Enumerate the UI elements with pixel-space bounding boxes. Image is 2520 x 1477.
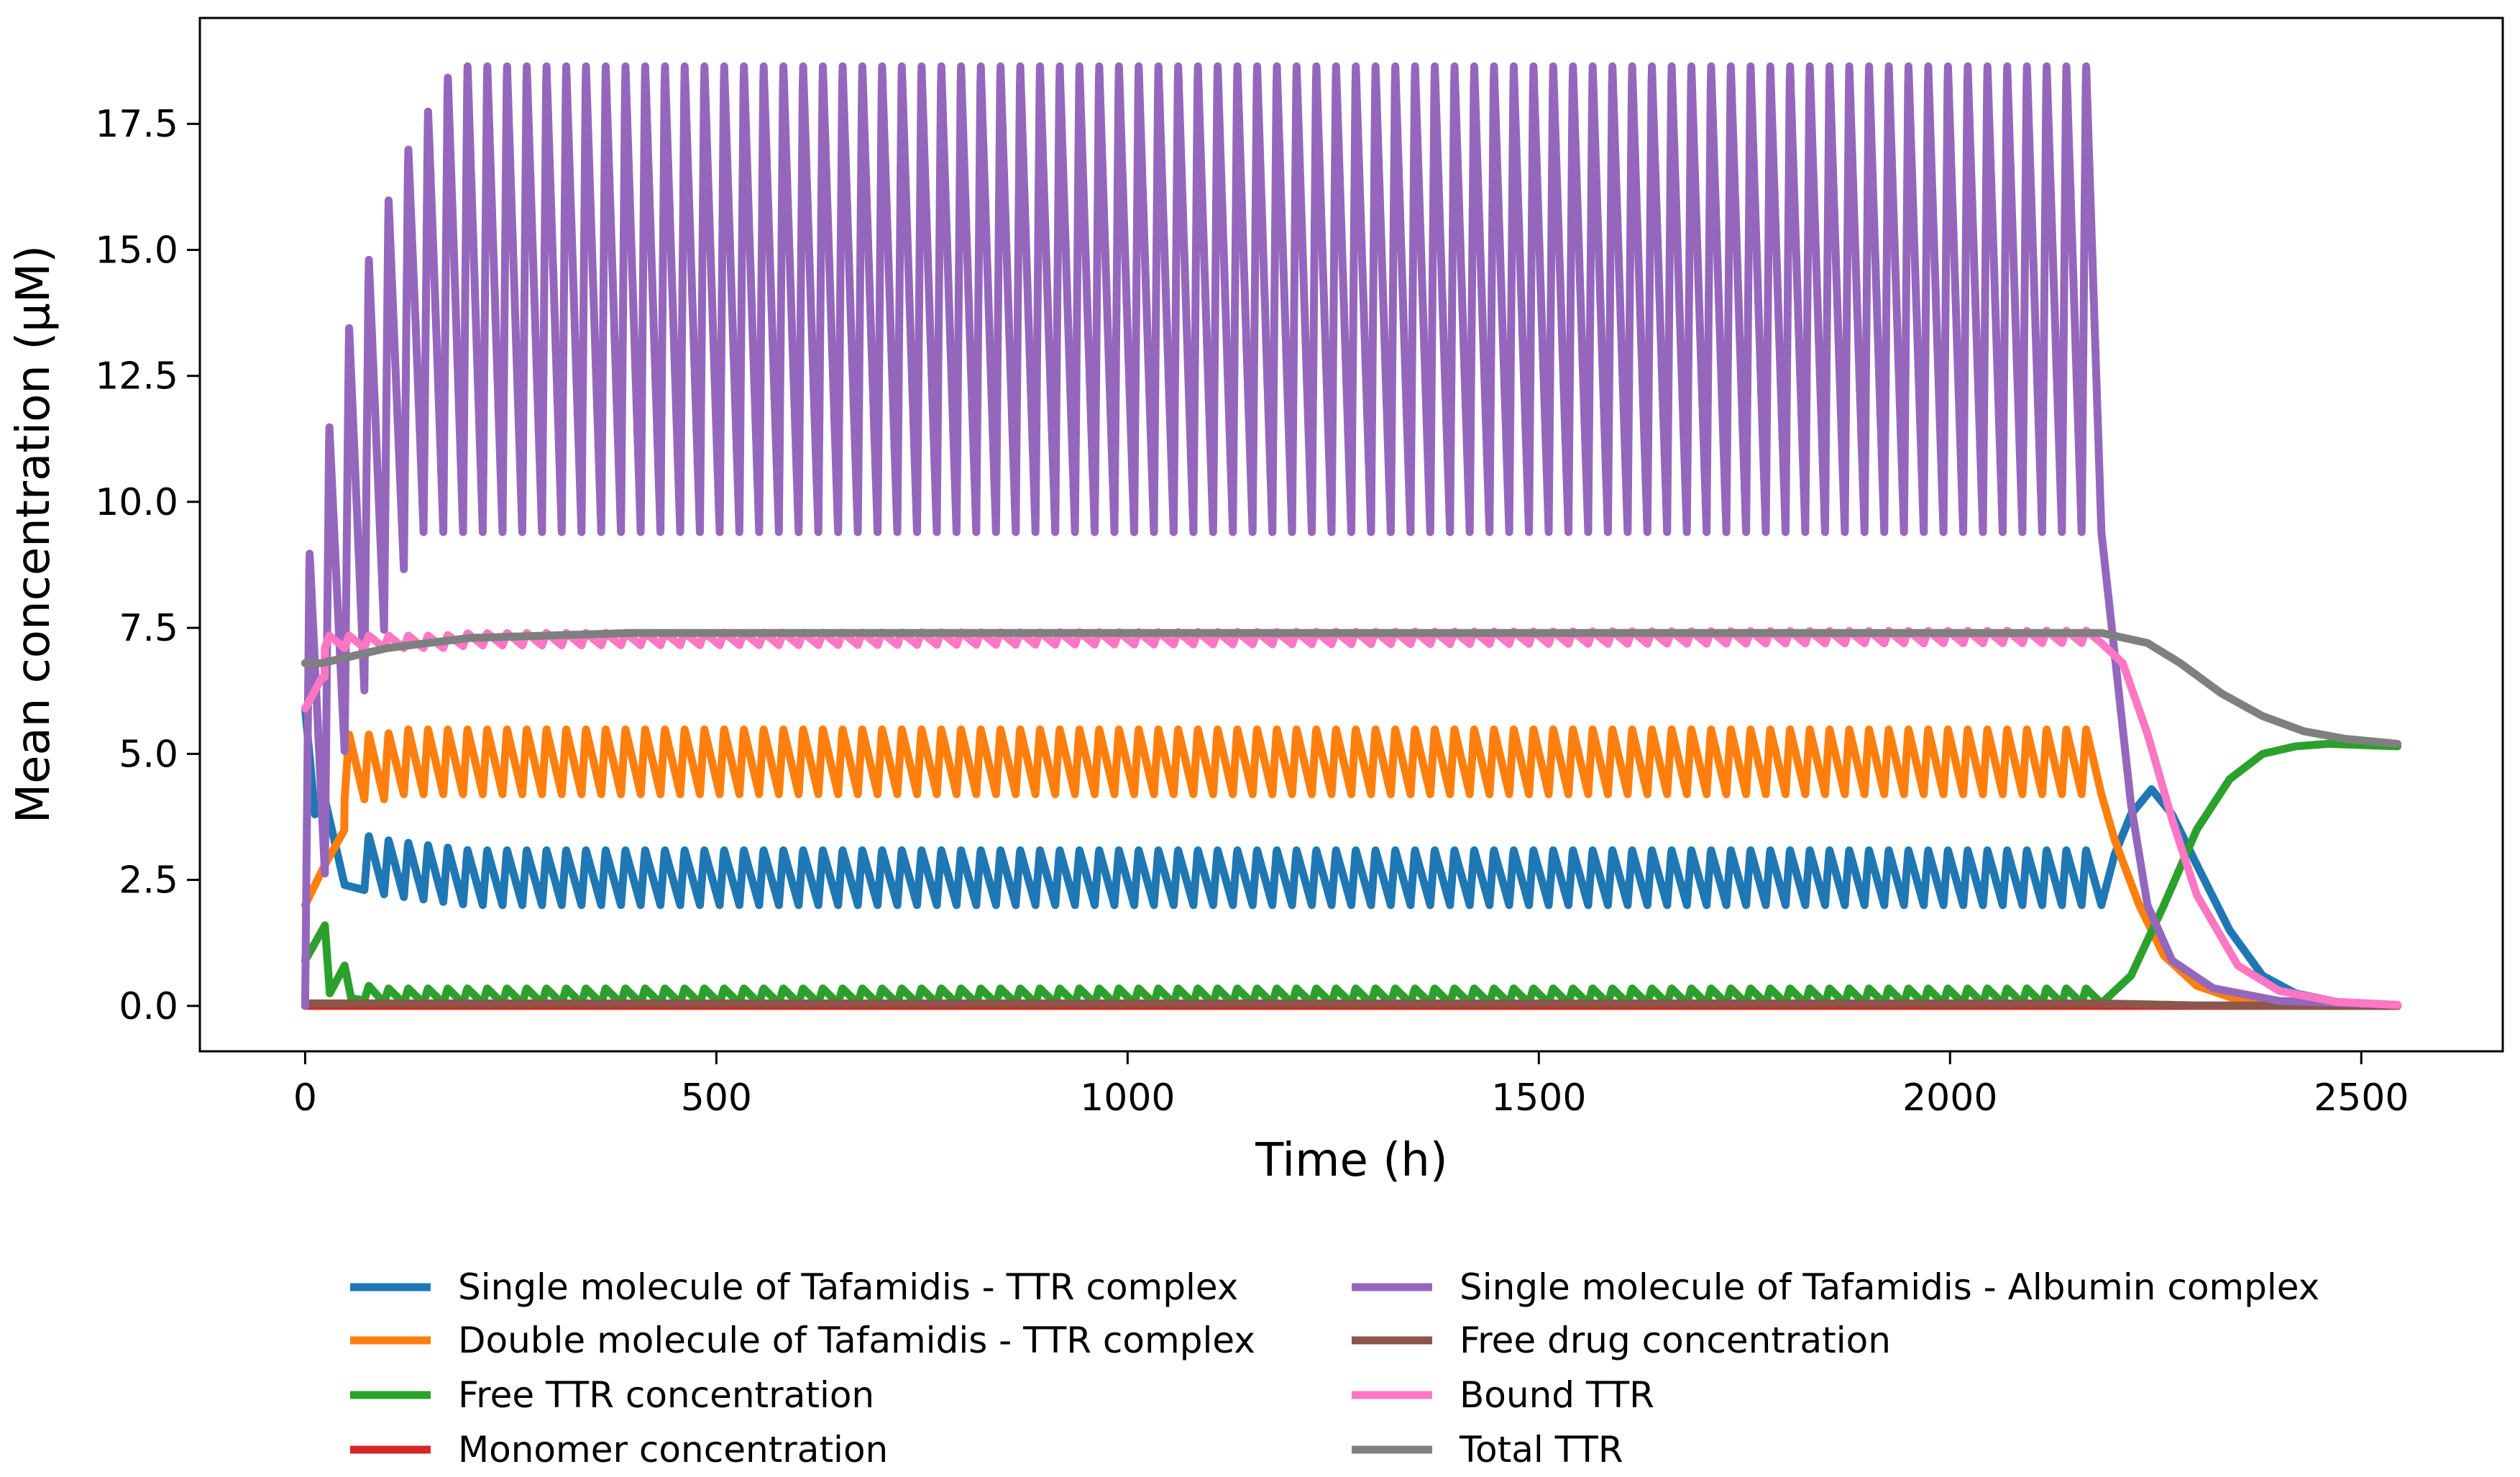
series-line-double-molecule-of-tafamidis-ttr-complex — [301, 725, 2402, 1010]
y-tick-label: 10.0 — [95, 481, 178, 524]
y-tick-label: 2.5 — [119, 859, 178, 902]
series-line-total-ttr — [301, 628, 2402, 748]
x-tick-label: 500 — [681, 1076, 752, 1120]
y-tick-label: 12.5 — [95, 355, 178, 398]
legend-label: Monomer concentration — [458, 1429, 888, 1471]
y-tick-label: 15.0 — [95, 229, 178, 272]
legend-item-free-ttr-concentration: Free TTR concentration — [350, 1374, 874, 1416]
legend-label: Bound TTR — [1460, 1374, 1654, 1416]
y-axis-title: Mean concentration (μM) — [7, 245, 60, 823]
y-tick-label: 7.5 — [119, 607, 178, 650]
series-lines — [301, 62, 2402, 1010]
legend-item-single-molecule-of-tafamidis-ttr-complex: Single molecule of Tafamidis - TTR compl… — [350, 1266, 1238, 1308]
legend-label: Total TTR — [1459, 1429, 1623, 1471]
legend-item-bound-ttr: Bound TTR — [1352, 1374, 1654, 1416]
legend-label: Double molecule of Tafamidis - TTR compl… — [458, 1320, 1255, 1361]
legend-item-monomer-concentration: Monomer concentration — [350, 1429, 888, 1471]
y-tick-label: 0.0 — [119, 985, 178, 1028]
x-tick-label: 2000 — [1902, 1076, 1997, 1120]
series-line-single-molecule-of-tafamidis-albumin-complex — [301, 62, 2402, 1010]
x-tick-label: 0 — [293, 1076, 317, 1120]
x-tick-label: 2500 — [2314, 1076, 2409, 1120]
legend-label: Single molecule of Tafamidis - TTR compl… — [458, 1266, 1238, 1308]
legend-item-total-ttr: Total TTR — [1352, 1429, 1623, 1471]
legend-item-double-molecule-of-tafamidis-ttr-complex: Double molecule of Tafamidis - TTR compl… — [350, 1320, 1255, 1361]
legend-label: Free drug concentration — [1460, 1320, 1891, 1361]
y-tick-label: 17.5 — [95, 103, 178, 146]
y-tick-label: 5.0 — [119, 733, 178, 776]
legend: Single molecule of Tafamidis - TTR compl… — [350, 1266, 2319, 1471]
y-axis: 0.0 2.5 5.0 7.5 10.0 12.5 15.0 17.5 — [95, 103, 200, 1028]
legend-item-single-molecule-of-tafamidis-albumin-complex: Single molecule of Tafamidis - Albumin c… — [1352, 1266, 2319, 1308]
x-tick-label: 1000 — [1080, 1076, 1175, 1120]
series-line-single-molecule-of-tafamidis-ttr-complex — [301, 704, 2402, 1009]
x-axis-title: Time (h) — [1255, 1134, 1447, 1187]
x-tick-label: 1500 — [1491, 1076, 1586, 1120]
legend-label: Single molecule of Tafamidis - Albumin c… — [1460, 1266, 2319, 1308]
x-axis: 0 500 1000 1500 2000 2500 — [293, 1051, 2409, 1120]
series-line-free-drug-concentration — [301, 999, 2402, 1010]
legend-item-free-drug-concentration: Free drug concentration — [1352, 1320, 1891, 1361]
legend-label: Free TTR concentration — [458, 1374, 874, 1416]
plot-frame — [198, 17, 2504, 1053]
